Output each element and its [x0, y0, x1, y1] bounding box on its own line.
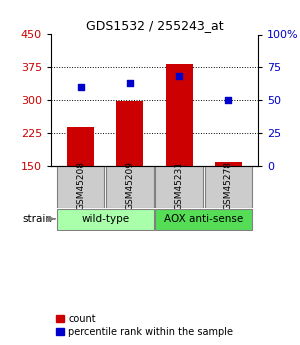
Text: strain: strain: [22, 214, 52, 224]
Text: wild-type: wild-type: [81, 214, 129, 224]
Bar: [57, 166, 104, 208]
Text: GSM45208: GSM45208: [76, 161, 85, 210]
Point: [128, 80, 132, 86]
Bar: [106, 166, 154, 208]
Text: GSM45278: GSM45278: [224, 161, 233, 210]
Point: [177, 74, 182, 79]
Bar: [215, 162, 242, 166]
Title: GDS1532 / 255243_at: GDS1532 / 255243_at: [86, 19, 223, 32]
Text: GSM45209: GSM45209: [125, 161, 134, 210]
Bar: [155, 209, 252, 230]
Text: GSM45231: GSM45231: [175, 161, 184, 210]
Bar: [166, 64, 193, 166]
Bar: [67, 127, 94, 166]
Point: [78, 84, 83, 90]
Bar: [155, 166, 203, 208]
Legend: count, percentile rank within the sample: count, percentile rank within the sample: [56, 314, 233, 337]
Point: [226, 97, 231, 103]
Bar: [57, 209, 154, 230]
Bar: [116, 101, 143, 166]
Bar: [205, 166, 252, 208]
Text: AOX anti-sense: AOX anti-sense: [164, 214, 243, 224]
